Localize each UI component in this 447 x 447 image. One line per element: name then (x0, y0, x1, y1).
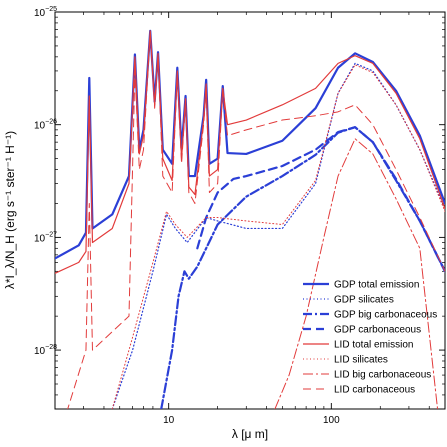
legend: GDP total emission GDP silicates GDP big c… (303, 280, 437, 396)
y-tick-label: 10−27 (34, 231, 57, 244)
y-tick-label: 10−28 (34, 344, 57, 357)
series-line-0 (55, 29, 445, 260)
legend-label: GDP carbonaceous (334, 325, 421, 336)
legend-label: GDP total emission (334, 280, 419, 291)
series-line-7 (67, 32, 445, 409)
y-axis-label: λ*I_λ/N_H (erg s⁻¹ ster⁻¹ H⁻¹) (3, 131, 17, 289)
y-tick-label: 10−25 (34, 6, 57, 19)
axis-ticks: 10 100 10−28 10−27 10−26 10−25 (34, 6, 446, 426)
series-line-5 (111, 64, 445, 409)
legend-label: LID big carbonaceous (334, 370, 431, 381)
series-line-3 (196, 126, 445, 273)
legend-label: LID total emission (334, 340, 413, 351)
legend-label: LID carbonaceous (334, 385, 415, 396)
x-tick-label: 100 (323, 415, 340, 426)
series-line-2 (160, 126, 445, 409)
legend-label: GDP silicates (334, 295, 394, 306)
x-axis-label: λ [μ m] (232, 427, 268, 441)
series-line-1 (111, 62, 445, 409)
x-tick-label: 10 (163, 415, 175, 426)
legend-label: LID silicates (334, 355, 388, 366)
series-line-4 (55, 30, 445, 274)
legend-label: GDP big carbonaceous (334, 310, 437, 321)
series-lines (55, 29, 445, 409)
series-line-6 (274, 138, 439, 409)
y-tick-label: 10−26 (34, 119, 57, 132)
